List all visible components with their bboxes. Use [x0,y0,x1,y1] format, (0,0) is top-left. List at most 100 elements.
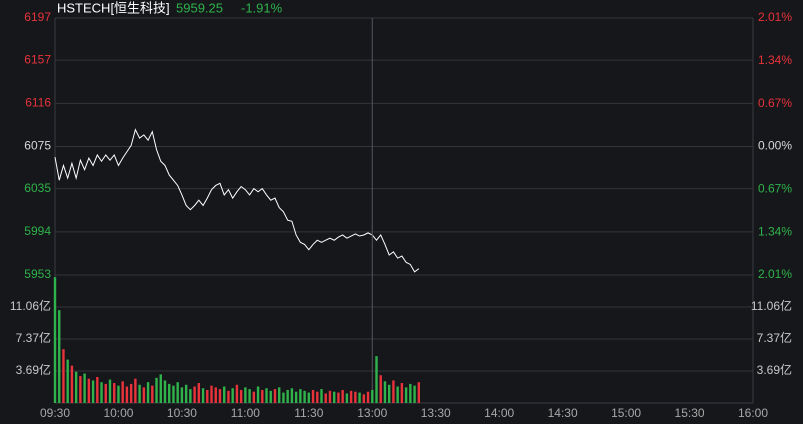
x-tick-label: 09:30 [40,406,70,420]
volume-bar [176,382,179,403]
volume-bar [244,387,247,403]
y2-tick-label: 0.67% [758,96,792,110]
volume-bar [265,388,268,403]
volume-bar [206,389,209,403]
volume-bar [324,393,327,403]
volume-bar [383,381,387,403]
x-tick-label: 10:00 [103,406,133,420]
volume-bar [409,383,412,403]
volume-bar [239,389,243,403]
volume-bar [70,365,74,403]
y2-tick-label: 1.34% [758,224,792,238]
x-tick-label: 13:30 [421,406,451,420]
volume-bar [400,383,404,403]
y-tick-label: 11.06亿 [10,298,51,313]
volume-bar [341,389,344,403]
volume-bar [223,386,226,403]
y2-tick-label: 2.01% [758,10,792,24]
volume-bar [214,387,217,403]
volume-bar [79,376,82,403]
chart-title: HSTECH[恒生科技] [57,0,170,15]
volume-bar [256,386,260,403]
volume-bar [299,389,302,403]
volume-bar [189,389,192,403]
volume-bar [387,384,391,403]
volume-bar [413,385,416,403]
volume-bar [333,391,336,403]
y2-tick-label: 1.34% [758,53,792,67]
volume-bar [349,390,353,403]
volume-bar [227,390,230,403]
volume-bar [91,380,95,403]
volume-bar [193,386,196,403]
volume-bar [303,390,306,403]
volume-bar [379,375,382,403]
volume-bar [261,389,264,403]
volume-bar [66,359,69,403]
volume-bar [134,378,137,403]
volume-bar [328,390,332,403]
y-tick-label: 3.69亿 [16,362,51,377]
volume-bar [404,387,408,403]
x-tick-label: 15:30 [675,406,705,420]
volume-bar [113,383,116,403]
volume-bar [311,389,315,403]
volume-bar [104,383,107,403]
volume-bar [163,380,167,403]
x-tick-label: 11:30 [294,406,323,420]
volume-bar [345,393,349,403]
volume-bar [231,388,234,403]
y2-tick-label: 0.00% [758,139,792,153]
volume-bar [290,388,294,403]
volume-bar [74,371,78,403]
volume-bar [201,388,205,403]
volume-bar [375,356,378,403]
volume-bar [83,373,86,403]
y2-tick-label: 11.06亿 [751,298,792,313]
y-tick-label: 5953 [24,267,51,281]
volume-bar [180,387,184,403]
volume-bar [371,389,374,403]
x-tick-label: 15:00 [611,406,641,420]
volume-bar [235,384,239,403]
volume-bar [151,385,154,403]
volume-bar [362,394,366,403]
y-tick-label: 6075 [24,139,51,153]
volume-bar [320,389,323,403]
volume-bar [354,391,357,403]
volume-bar [100,382,103,403]
volume-bar [172,385,175,403]
volume-bar [282,392,285,403]
x-tick-label: 16:00 [738,406,768,420]
volume-bar [278,387,281,403]
volume-bar [307,392,311,403]
volume-bar [252,391,256,403]
volume-bar [62,349,65,403]
y2-tick-label: 7.37亿 [757,330,792,345]
volume-bar [121,381,124,403]
volume-bar [197,383,201,403]
volume-bar [248,389,251,403]
y-tick-label: 6116 [25,95,51,109]
price-line [54,128,420,273]
volume-bar [286,389,289,403]
volume-bar [159,374,162,403]
volume-bar [138,384,141,403]
volume-bar [184,384,188,403]
y-tick-label: 7.37亿 [16,330,51,345]
y2-tick-label: 3.69亿 [757,362,792,377]
x-tick-label: 13:00 [357,406,387,420]
y-tick-label: 6035 [24,181,51,195]
volume-bar [58,310,61,403]
volume-bar [294,391,298,403]
volume-bar [53,277,57,403]
volume-bar [129,383,133,403]
volume-bar [273,389,277,403]
x-tick-label: 10:30 [167,406,197,420]
volume-bar [392,380,395,403]
volume-bar [155,377,158,403]
x-tick-label: 14:00 [484,406,514,420]
volume-bar [417,382,421,403]
